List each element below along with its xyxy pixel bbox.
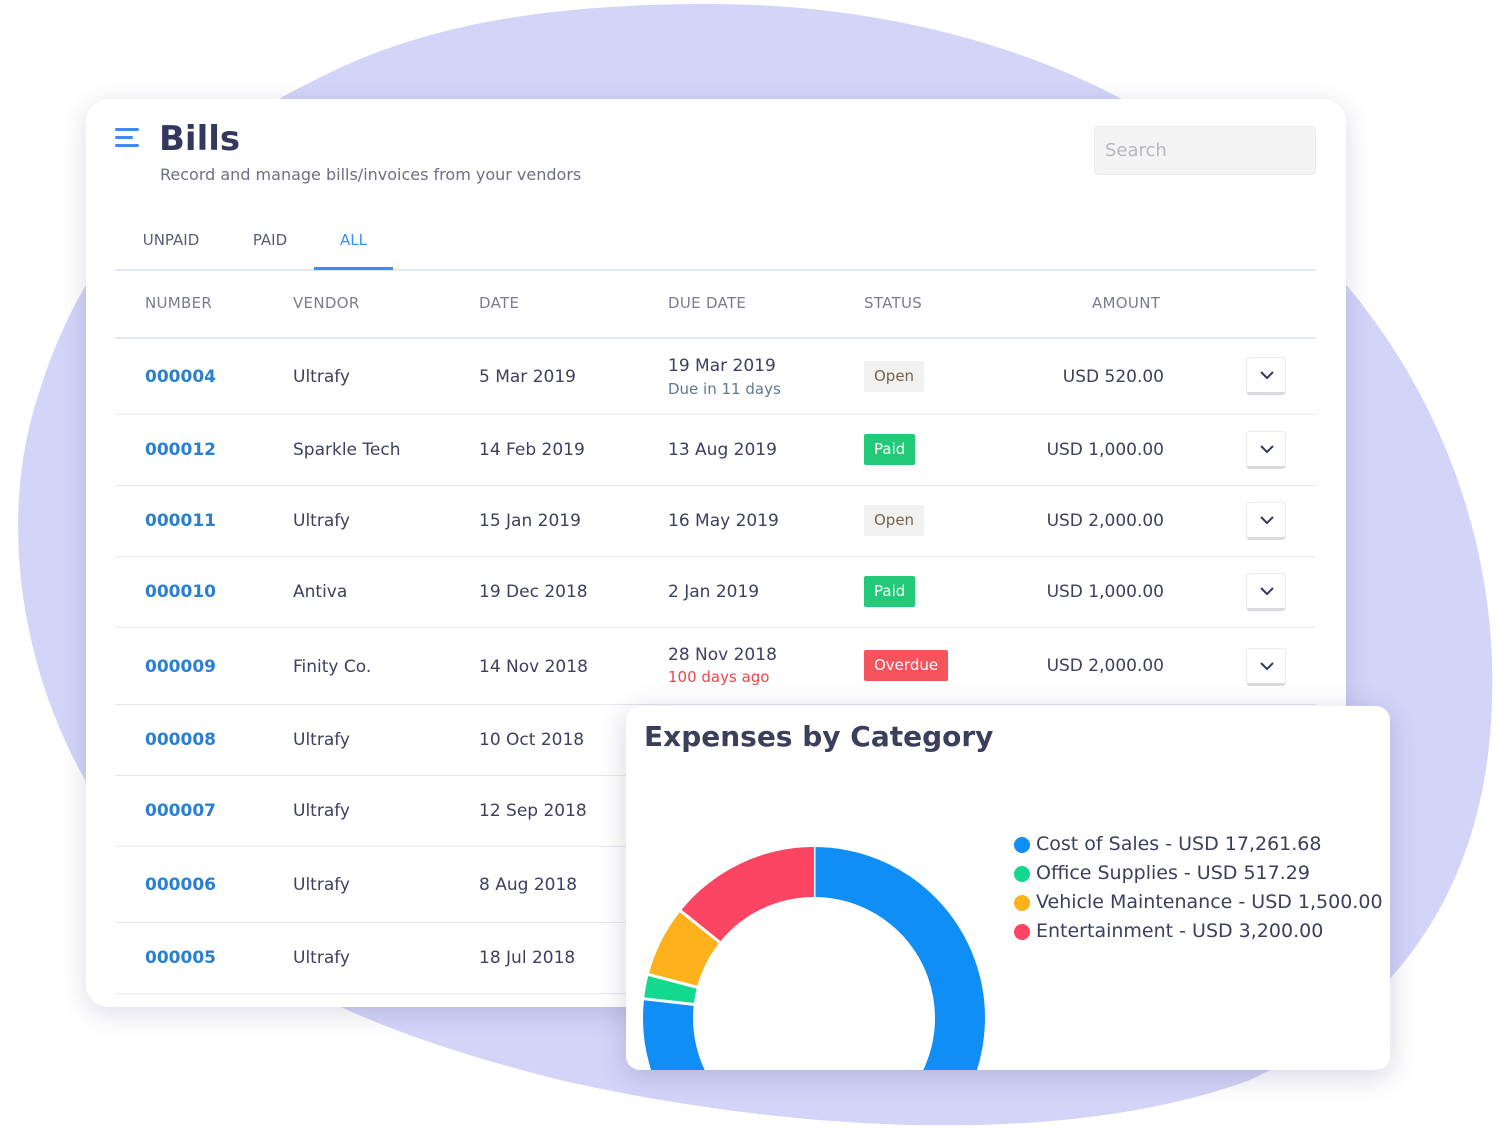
expand-row-button[interactable] <box>1246 502 1286 540</box>
page-title: Bills <box>159 119 241 159</box>
chart-legend: Cost of Sales - USD 17,261.68 Office Supp… <box>1014 830 1383 946</box>
vendor-name: Antiva <box>293 582 348 602</box>
vendor-name: Ultrafy <box>293 511 350 531</box>
chevron-down-icon <box>1260 587 1274 596</box>
column-header-vendor[interactable]: VENDOR <box>293 294 360 312</box>
legend-dot-icon <box>1014 837 1030 853</box>
vendor-name: Ultrafy <box>293 730 350 750</box>
table-row[interactable]: 000005 Ultrafy 18 Jul 2018 <box>115 923 1316 994</box>
bills-table-body: 000004 Ultrafy 5 Mar 2019 19 Mar 2019 Du… <box>115 339 1316 994</box>
tab-bar: UNPAID PAID ALL <box>115 217 1316 271</box>
due-date: 19 Mar 2019 <box>668 356 776 376</box>
amount: USD 2,000.00 <box>1046 511 1164 531</box>
bill-date: 14 Nov 2018 <box>479 657 588 677</box>
due-date: 13 Aug 2019 <box>668 440 777 460</box>
due-date: 28 Nov 2018 <box>668 645 777 665</box>
slice-separator <box>678 909 722 945</box>
vendor-name: Ultrafy <box>293 801 350 821</box>
vendor-name: Finity Co. <box>293 657 372 677</box>
legend-item[interactable]: Cost of Sales - USD 17,261.68 <box>1014 830 1383 859</box>
chevron-down-icon <box>1260 445 1274 454</box>
expand-row-button[interactable] <box>1246 573 1286 611</box>
legend-label: Cost of Sales - USD 17,261.68 <box>1036 833 1322 855</box>
vendor-name: Ultrafy <box>293 367 350 387</box>
amount: USD 2,000.00 <box>1046 656 1164 676</box>
donut-slice-entertainment[interactable] <box>680 847 815 943</box>
status-badge: Open <box>864 505 925 536</box>
bill-number-link[interactable]: 000010 <box>145 582 216 602</box>
tab-paid[interactable]: PAID <box>252 231 288 249</box>
bill-number-link[interactable]: 000007 <box>145 801 216 821</box>
bill-date: 12 Sep 2018 <box>479 801 587 821</box>
bill-date: 14 Feb 2019 <box>479 440 585 460</box>
expenses-chart-card: Expenses by Category Cost of Sales - USD… <box>626 706 1390 1070</box>
due-date: 2 Jan 2019 <box>668 582 760 602</box>
table-row[interactable]: 000011 Ultrafy 15 Jan 2019 16 May 2019 O… <box>115 486 1316 557</box>
expand-row-button[interactable] <box>1246 357 1286 395</box>
legend-item[interactable]: Office Supplies - USD 517.29 <box>1014 859 1383 888</box>
column-header-status[interactable]: STATUS <box>864 294 923 312</box>
bill-number-link[interactable]: 000005 <box>145 948 216 968</box>
expand-row-button[interactable] <box>1246 648 1286 686</box>
status-badge: Overdue <box>864 650 949 681</box>
bill-number-link[interactable]: 000008 <box>145 730 216 750</box>
bill-number-link[interactable]: 000009 <box>145 657 216 677</box>
table-header: NUMBER VENDOR DATE DUE DATE STATUS AMOUN… <box>115 271 1316 339</box>
menu-icon[interactable] <box>115 128 141 150</box>
page-subtitle: Record and manage bills/invoices from yo… <box>160 165 582 184</box>
chevron-down-icon <box>1260 371 1274 380</box>
vendor-name: Sparkle Tech <box>293 440 401 460</box>
legend-item[interactable]: Entertainment - USD 3,200.00 <box>1014 917 1383 946</box>
column-header-number[interactable]: NUMBER <box>145 294 213 312</box>
donut-slice-office-supplies[interactable] <box>644 974 698 1005</box>
legend-label: Entertainment - USD 3,200.00 <box>1036 920 1324 942</box>
legend-label: Vehicle Maintenance - USD 1,500.00 <box>1036 891 1383 913</box>
slice-separator <box>647 972 699 989</box>
overdue-note: 100 days ago <box>668 668 770 686</box>
legend-item[interactable]: Vehicle Maintenance - USD 1,500.00 <box>1014 888 1383 917</box>
due-date: 16 May 2019 <box>668 511 779 531</box>
legend-label: Office Supplies - USD 517.29 <box>1036 862 1310 884</box>
expenses-donut-chart <box>642 846 985 1070</box>
bill-date: 10 Oct 2018 <box>479 730 585 750</box>
table-row[interactable]: 000010 Antiva 19 Dec 2018 2 Jan 2019 Pai… <box>115 557 1316 628</box>
bill-number-link[interactable]: 000006 <box>145 875 216 895</box>
due-note: Due in 11 days <box>668 380 781 398</box>
status-badge: Paid <box>864 576 916 607</box>
table-row[interactable]: 000004 Ultrafy 5 Mar 2019 19 Mar 2019 Du… <box>115 339 1316 415</box>
bill-date: 8 Aug 2018 <box>479 875 578 895</box>
amount: USD 1,000.00 <box>1046 582 1164 602</box>
expand-row-button[interactable] <box>1246 431 1286 469</box>
legend-dot-icon <box>1014 924 1030 940</box>
chart-title: Expenses by Category <box>644 720 994 753</box>
tab-unpaid[interactable]: UNPAID <box>142 231 200 249</box>
legend-dot-icon <box>1014 895 1030 911</box>
column-header-amount[interactable]: AMOUNT <box>1092 294 1161 312</box>
chevron-down-icon <box>1260 662 1274 671</box>
amount: USD 1,000.00 <box>1046 440 1164 460</box>
bill-date: 5 Mar 2019 <box>479 367 576 387</box>
chevron-down-icon <box>1260 516 1274 525</box>
column-header-due-date[interactable]: DUE DATE <box>668 294 747 312</box>
vendor-name: Ultrafy <box>293 875 350 895</box>
amount: USD 520.00 <box>1062 367 1164 387</box>
slice-separator <box>642 997 695 1007</box>
bill-number-link[interactable]: 000004 <box>145 367 216 387</box>
bill-date: 19 Dec 2018 <box>479 582 588 602</box>
table-row[interactable]: 000009 Finity Co. 14 Nov 2018 28 Nov 201… <box>115 628 1316 705</box>
vendor-name: Ultrafy <box>293 948 350 968</box>
bill-date: 18 Jul 2018 <box>479 948 576 968</box>
status-badge: Open <box>864 361 925 392</box>
search-input[interactable] <box>1094 126 1316 175</box>
donut-slice-vehicle-maintenance[interactable] <box>648 910 721 988</box>
donut-slice-cost-of-sales[interactable] <box>643 847 985 1070</box>
column-header-date[interactable]: DATE <box>479 294 520 312</box>
bill-number-link[interactable]: 000011 <box>145 511 216 531</box>
bill-number-link[interactable]: 000012 <box>145 440 216 460</box>
tab-all[interactable]: ALL <box>314 217 393 270</box>
bill-date: 15 Jan 2019 <box>479 511 581 531</box>
legend-dot-icon <box>1014 866 1030 882</box>
status-badge: Paid <box>864 434 916 465</box>
table-row[interactable]: 000012 Sparkle Tech 14 Feb 2019 13 Aug 2… <box>115 415 1316 486</box>
